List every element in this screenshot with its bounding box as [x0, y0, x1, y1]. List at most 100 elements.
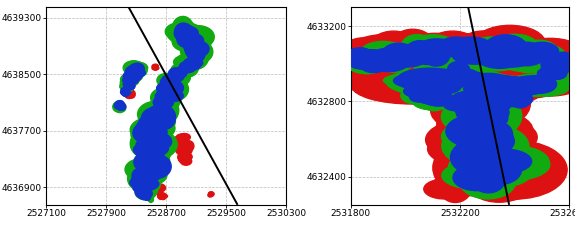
Ellipse shape	[544, 62, 568, 78]
Ellipse shape	[173, 137, 184, 144]
Ellipse shape	[468, 76, 528, 95]
Ellipse shape	[509, 46, 540, 59]
Ellipse shape	[158, 193, 163, 199]
Ellipse shape	[438, 37, 476, 57]
Ellipse shape	[123, 61, 144, 75]
Ellipse shape	[359, 54, 388, 73]
Ellipse shape	[455, 79, 559, 100]
Ellipse shape	[175, 136, 185, 142]
Ellipse shape	[164, 102, 172, 108]
Ellipse shape	[472, 107, 508, 129]
Ellipse shape	[172, 32, 198, 51]
Ellipse shape	[461, 93, 513, 127]
Ellipse shape	[122, 78, 132, 88]
Ellipse shape	[122, 90, 129, 97]
Ellipse shape	[340, 73, 374, 90]
Ellipse shape	[155, 106, 175, 129]
Ellipse shape	[156, 94, 171, 109]
Ellipse shape	[188, 41, 209, 57]
Ellipse shape	[405, 79, 461, 95]
Ellipse shape	[128, 67, 141, 83]
Ellipse shape	[442, 100, 501, 134]
Ellipse shape	[373, 49, 400, 67]
Ellipse shape	[421, 91, 446, 111]
Ellipse shape	[126, 90, 135, 97]
Ellipse shape	[151, 95, 170, 112]
Ellipse shape	[442, 162, 504, 189]
Ellipse shape	[137, 178, 159, 190]
Ellipse shape	[346, 48, 374, 66]
Ellipse shape	[471, 33, 555, 66]
Ellipse shape	[143, 151, 166, 171]
Ellipse shape	[153, 92, 171, 104]
Ellipse shape	[134, 167, 151, 183]
Ellipse shape	[384, 72, 483, 89]
Ellipse shape	[394, 76, 489, 97]
Ellipse shape	[132, 174, 146, 187]
Ellipse shape	[348, 54, 385, 74]
Ellipse shape	[131, 63, 144, 74]
Ellipse shape	[466, 154, 506, 185]
Ellipse shape	[456, 127, 517, 161]
Ellipse shape	[507, 72, 565, 97]
Ellipse shape	[447, 129, 512, 157]
Ellipse shape	[160, 77, 173, 87]
Ellipse shape	[136, 176, 156, 193]
Ellipse shape	[137, 187, 152, 200]
Ellipse shape	[130, 177, 151, 188]
Ellipse shape	[450, 42, 497, 58]
Ellipse shape	[534, 63, 561, 79]
Ellipse shape	[152, 185, 163, 194]
Ellipse shape	[519, 71, 575, 90]
Ellipse shape	[126, 92, 135, 98]
Ellipse shape	[172, 72, 180, 79]
Ellipse shape	[125, 91, 133, 99]
Ellipse shape	[209, 192, 214, 195]
Ellipse shape	[469, 160, 516, 197]
Ellipse shape	[151, 88, 175, 107]
Ellipse shape	[182, 156, 191, 163]
Ellipse shape	[171, 71, 190, 85]
Ellipse shape	[166, 74, 182, 85]
Ellipse shape	[549, 54, 568, 68]
Ellipse shape	[137, 101, 172, 127]
Ellipse shape	[181, 38, 200, 61]
Ellipse shape	[154, 88, 182, 106]
Ellipse shape	[174, 55, 198, 69]
Ellipse shape	[153, 96, 174, 109]
Ellipse shape	[125, 66, 141, 79]
Ellipse shape	[142, 122, 167, 142]
Ellipse shape	[175, 67, 187, 78]
Ellipse shape	[408, 86, 431, 96]
Ellipse shape	[155, 91, 175, 101]
Ellipse shape	[466, 160, 532, 202]
Ellipse shape	[143, 133, 171, 149]
Ellipse shape	[121, 89, 126, 95]
Ellipse shape	[512, 74, 550, 93]
Ellipse shape	[162, 78, 189, 100]
Ellipse shape	[175, 24, 191, 39]
Ellipse shape	[176, 54, 193, 70]
Ellipse shape	[407, 89, 432, 104]
Ellipse shape	[122, 75, 137, 86]
Ellipse shape	[141, 137, 164, 155]
Ellipse shape	[444, 63, 470, 81]
Ellipse shape	[476, 45, 524, 68]
Ellipse shape	[114, 102, 125, 109]
Ellipse shape	[416, 89, 451, 103]
Ellipse shape	[381, 64, 398, 74]
Ellipse shape	[158, 193, 165, 197]
Ellipse shape	[463, 76, 531, 93]
Ellipse shape	[181, 33, 204, 48]
Ellipse shape	[208, 194, 212, 197]
Ellipse shape	[131, 165, 151, 189]
Ellipse shape	[133, 142, 158, 157]
Ellipse shape	[372, 32, 443, 64]
Ellipse shape	[185, 41, 199, 57]
Ellipse shape	[442, 112, 530, 169]
Ellipse shape	[115, 101, 124, 108]
Ellipse shape	[466, 109, 504, 131]
Ellipse shape	[531, 67, 569, 82]
Ellipse shape	[171, 70, 185, 79]
Ellipse shape	[133, 184, 149, 192]
